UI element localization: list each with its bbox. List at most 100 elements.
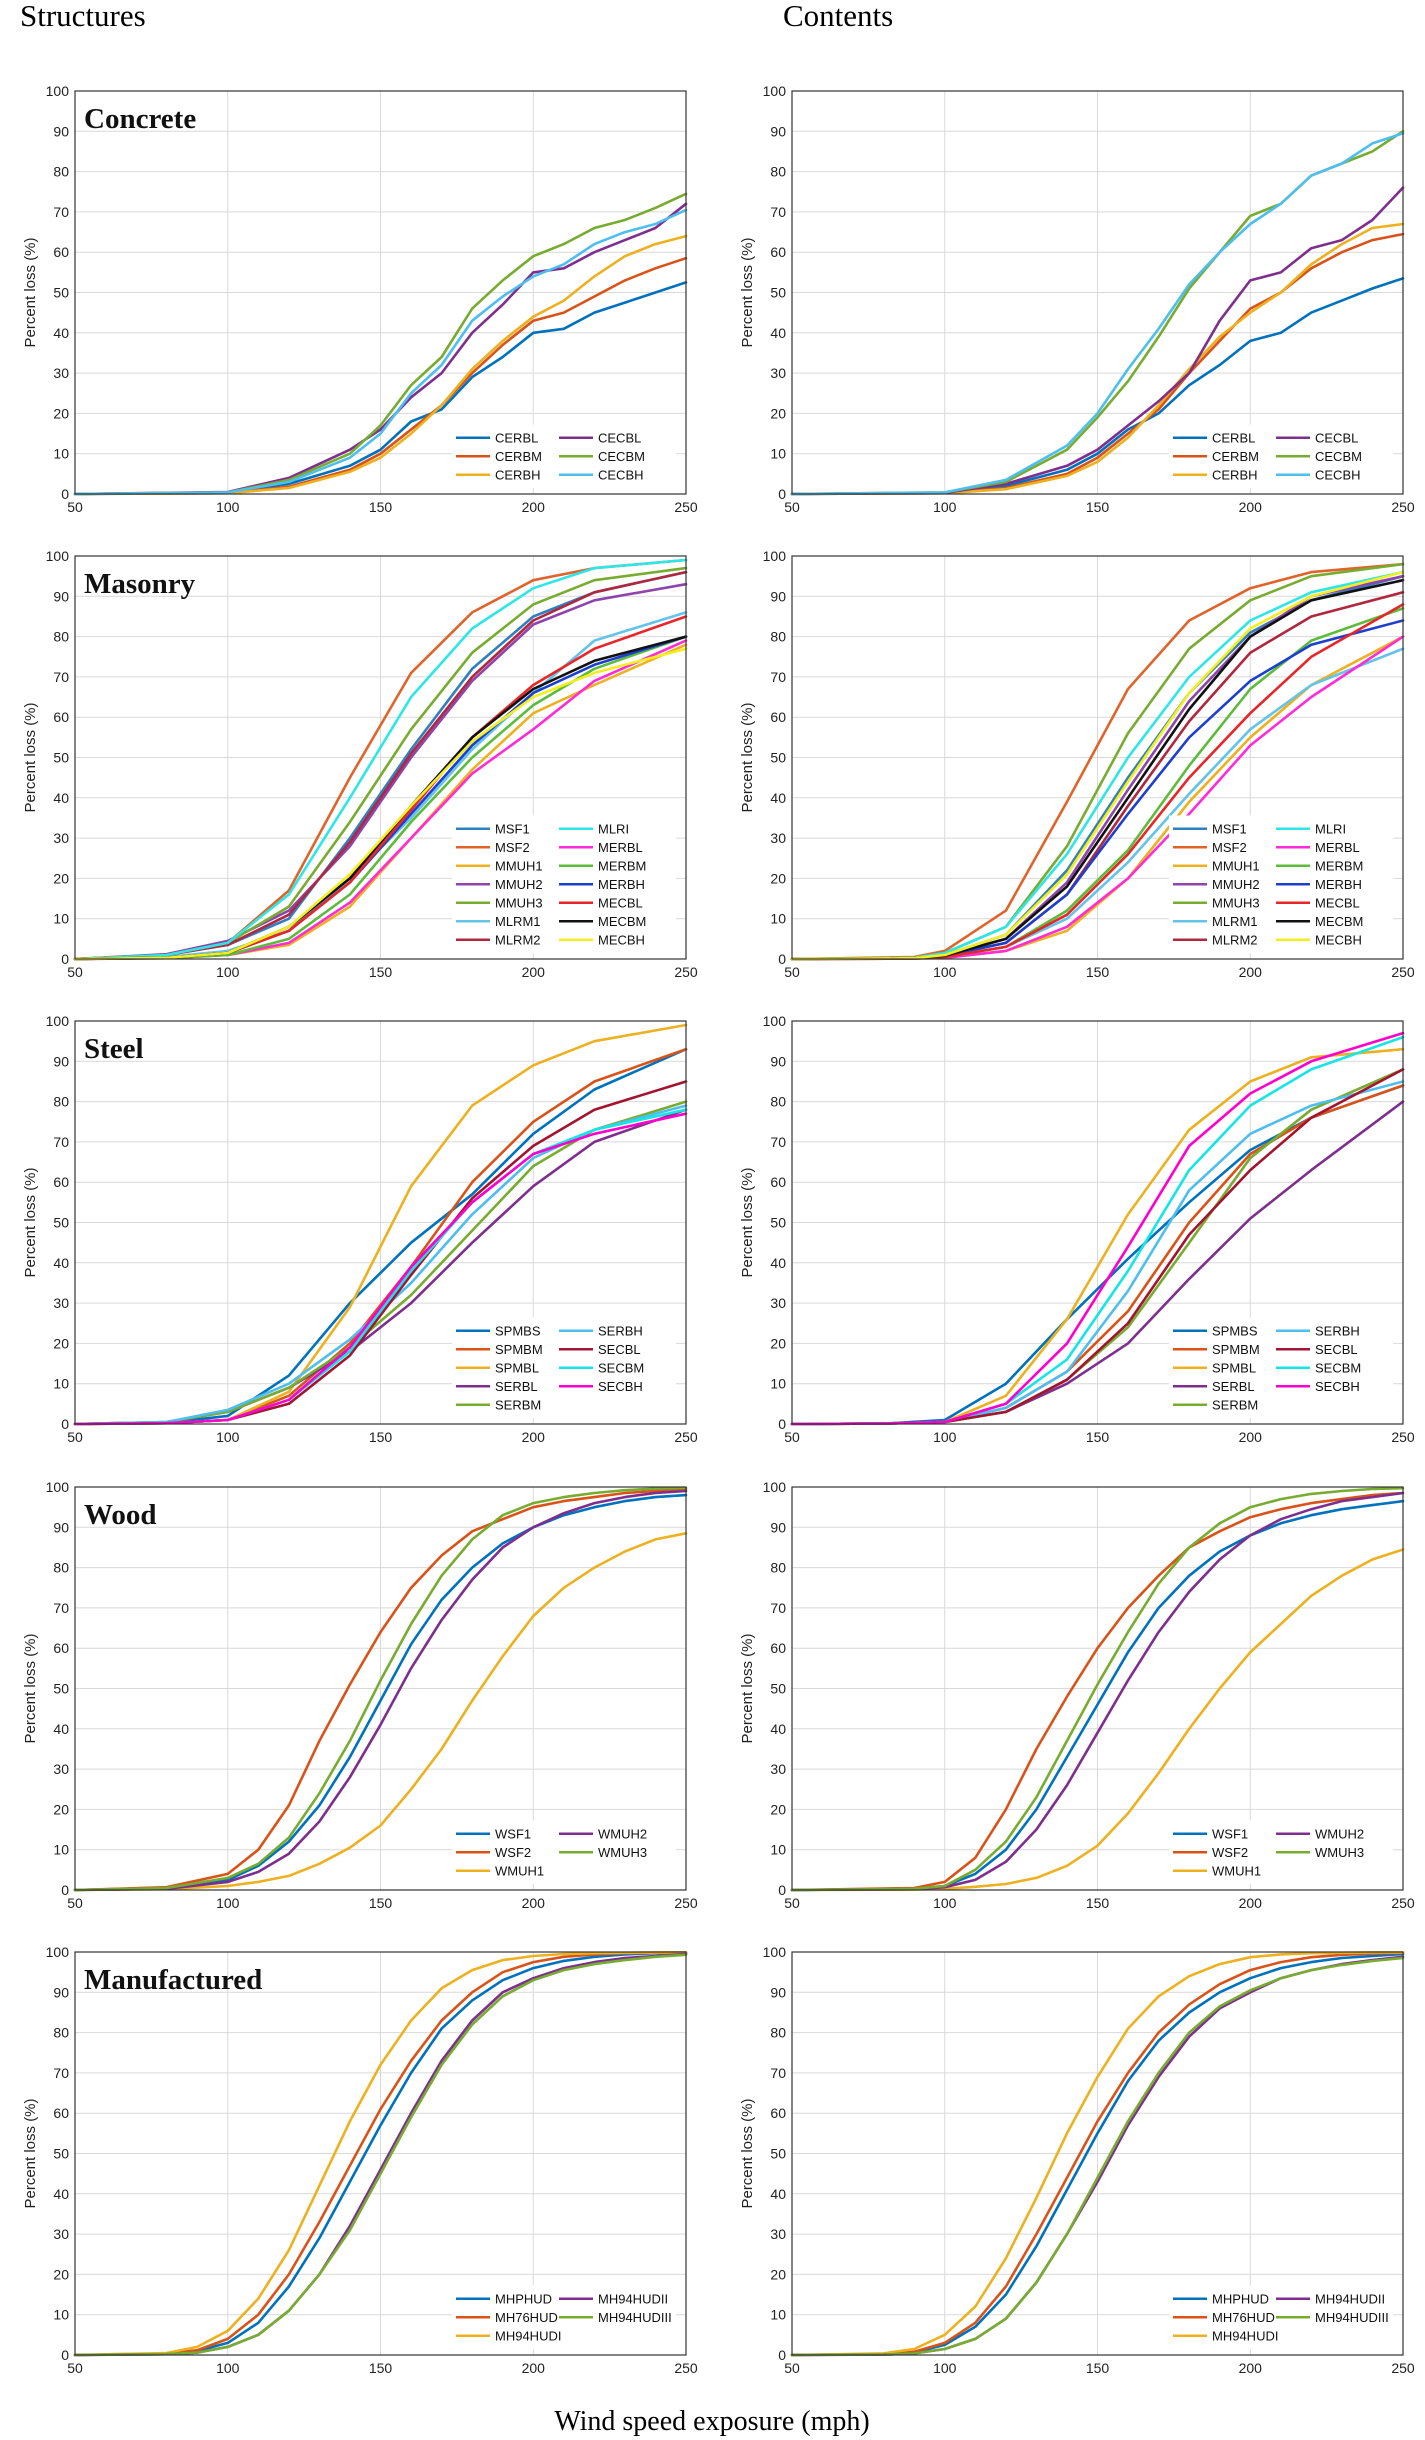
x-tick-label: 150 <box>1086 964 1110 980</box>
y-tick-label: 90 <box>770 1053 786 1069</box>
y-tick-label: 20 <box>770 870 786 886</box>
y-tick-label: 50 <box>53 750 69 766</box>
y-tick-label: 20 <box>53 870 69 886</box>
plot-frame <box>74 90 687 495</box>
x-tick-label: 200 <box>1239 1895 1263 1911</box>
y-tick-label: 40 <box>53 2186 69 2202</box>
y-tick-label: 100 <box>46 548 70 564</box>
y-tick-label: 90 <box>770 1984 786 2000</box>
x-tick-label: 50 <box>784 1429 800 1445</box>
legend-entry: MECBH <box>598 932 645 947</box>
series-line-wsf1 <box>790 1499 1405 1892</box>
x-tick-label: 200 <box>1239 964 1263 980</box>
series-line-cerbh <box>73 234 688 496</box>
legend-entry: MERBM <box>1315 858 1363 873</box>
series-line-wmuh3 <box>790 1486 1405 1892</box>
y-tick-label: 0 <box>61 1416 69 1432</box>
y-axis-label: Percent loss (%) <box>22 702 39 812</box>
x-tick-label: 200 <box>1239 2360 1263 2376</box>
legend: SPMBS SPMBM SPMBL SERBL SERBM SERBH SECBL SECBM… <box>1169 1317 1393 1418</box>
y-tick-label: 90 <box>53 1053 69 1069</box>
legend-entry: MSF1 <box>495 821 530 836</box>
y-tick-label: 30 <box>53 1761 69 1777</box>
legend-entry: MMUH3 <box>495 895 543 910</box>
x-tick-label: 150 <box>1086 1429 1110 1445</box>
legend-entry: CECBM <box>598 449 645 464</box>
series-line-cecbh <box>790 132 1405 496</box>
x-tick-label: 50 <box>67 1895 83 1911</box>
legend-entry: SECBM <box>598 1360 644 1375</box>
x-tick-label: 250 <box>674 499 698 515</box>
legend-entry: MHPHUD <box>1212 2291 1269 2306</box>
y-tick-label: 30 <box>770 1761 786 1777</box>
series-line-mhphud <box>790 1952 1405 2357</box>
series-line-mh94hudiii <box>790 1956 1405 2357</box>
series-line-cecbm <box>73 192 688 496</box>
x-tick-label: 50 <box>784 964 800 980</box>
legend-entry: MH94HUDIII <box>1315 2310 1389 2325</box>
x-tick-label: 100 <box>216 964 240 980</box>
legend-entry: MMUH1 <box>495 858 543 873</box>
legend-entry: MERBM <box>598 858 646 873</box>
legend-entry: MERBH <box>598 877 645 892</box>
y-tick-label: 70 <box>770 1134 786 1150</box>
series-line-mh94hudi <box>790 1951 1405 2357</box>
x-tick-label: 250 <box>1391 1429 1415 1445</box>
panel-title: Concrete <box>84 103 196 135</box>
series-line-cerbh <box>790 222 1405 496</box>
y-tick-label: 90 <box>53 1984 69 2000</box>
y-tick-label: 0 <box>778 951 786 967</box>
legend-entry: SECBM <box>1315 1360 1361 1375</box>
legend-entry: MERBL <box>598 840 643 855</box>
legend-entry: WMUH3 <box>1315 1845 1364 1860</box>
y-tick-label: 40 <box>770 2186 786 2202</box>
y-tick-label: 60 <box>53 709 69 725</box>
y-tick-label: 30 <box>770 1295 786 1311</box>
series-line-mh94hudiii <box>73 1953 688 2357</box>
y-tick-label: 30 <box>770 2226 786 2242</box>
plot-frame <box>74 1020 687 1425</box>
x-tick-label: 250 <box>674 1895 698 1911</box>
plot-frame <box>74 1486 687 1891</box>
legend-entry: MH94HUDIII <box>598 2310 672 2325</box>
panel-structures-1: 0 10 20 30 40 50 60 70 80 90 100 50 100 150 200 250 Perc… <box>22 548 698 980</box>
x-tick-label: 150 <box>1086 2360 1110 2376</box>
x-tick-label: 50 <box>784 499 800 515</box>
series-line-secbh <box>790 1031 1405 1426</box>
legend: MSF1 MSF2 MMUH1 MMUH2 MMUH3 MLRM1 MLRM2 MLRI MER… <box>452 815 676 953</box>
y-tick-label: 80 <box>770 1094 786 1110</box>
panel-title: Steel <box>84 1033 144 1065</box>
y-tick-label: 60 <box>53 1640 69 1656</box>
x-tick-label: 150 <box>369 2360 393 2376</box>
y-axis-label: Percent loss (%) <box>739 1633 756 1743</box>
y-tick-label: 30 <box>53 365 69 381</box>
legend-entry: WMUH3 <box>598 1845 647 1860</box>
legend-entry: WSF2 <box>1212 1845 1248 1860</box>
x-tick-label: 100 <box>933 2360 957 2376</box>
y-axis-label: Percent loss (%) <box>739 702 756 812</box>
legend-entry: SERBH <box>1315 1323 1360 1338</box>
y-tick-label: 40 <box>53 790 69 806</box>
y-tick-label: 10 <box>53 911 69 927</box>
legend-entry: SPMBL <box>1212 1360 1256 1375</box>
legend-entry: SECBH <box>1315 1379 1360 1394</box>
y-tick-label: 40 <box>53 1721 69 1737</box>
plot-frame <box>791 555 1404 960</box>
series-line-mmuh2 <box>73 582 688 961</box>
y-tick-label: 60 <box>770 244 786 260</box>
series-line-wmuh2 <box>790 1491 1405 1892</box>
y-tick-label: 70 <box>53 669 69 685</box>
x-tick-label: 100 <box>216 499 240 515</box>
plot-frame <box>74 1951 687 2356</box>
y-axis-label: Percent loss (%) <box>22 1633 39 1743</box>
series-line-wmuh1 <box>790 1548 1405 1892</box>
y-tick-label: 60 <box>770 1640 786 1656</box>
series-line-secbh <box>73 1112 688 1426</box>
x-tick-label: 100 <box>216 1895 240 1911</box>
series-line-wmuh3 <box>73 1486 688 1892</box>
x-tick-label: 150 <box>369 499 393 515</box>
x-tick-label: 50 <box>67 2360 83 2376</box>
y-tick-label: 10 <box>53 446 69 462</box>
y-tick-label: 90 <box>53 588 69 604</box>
series-line-wmuh2 <box>73 1489 688 1892</box>
